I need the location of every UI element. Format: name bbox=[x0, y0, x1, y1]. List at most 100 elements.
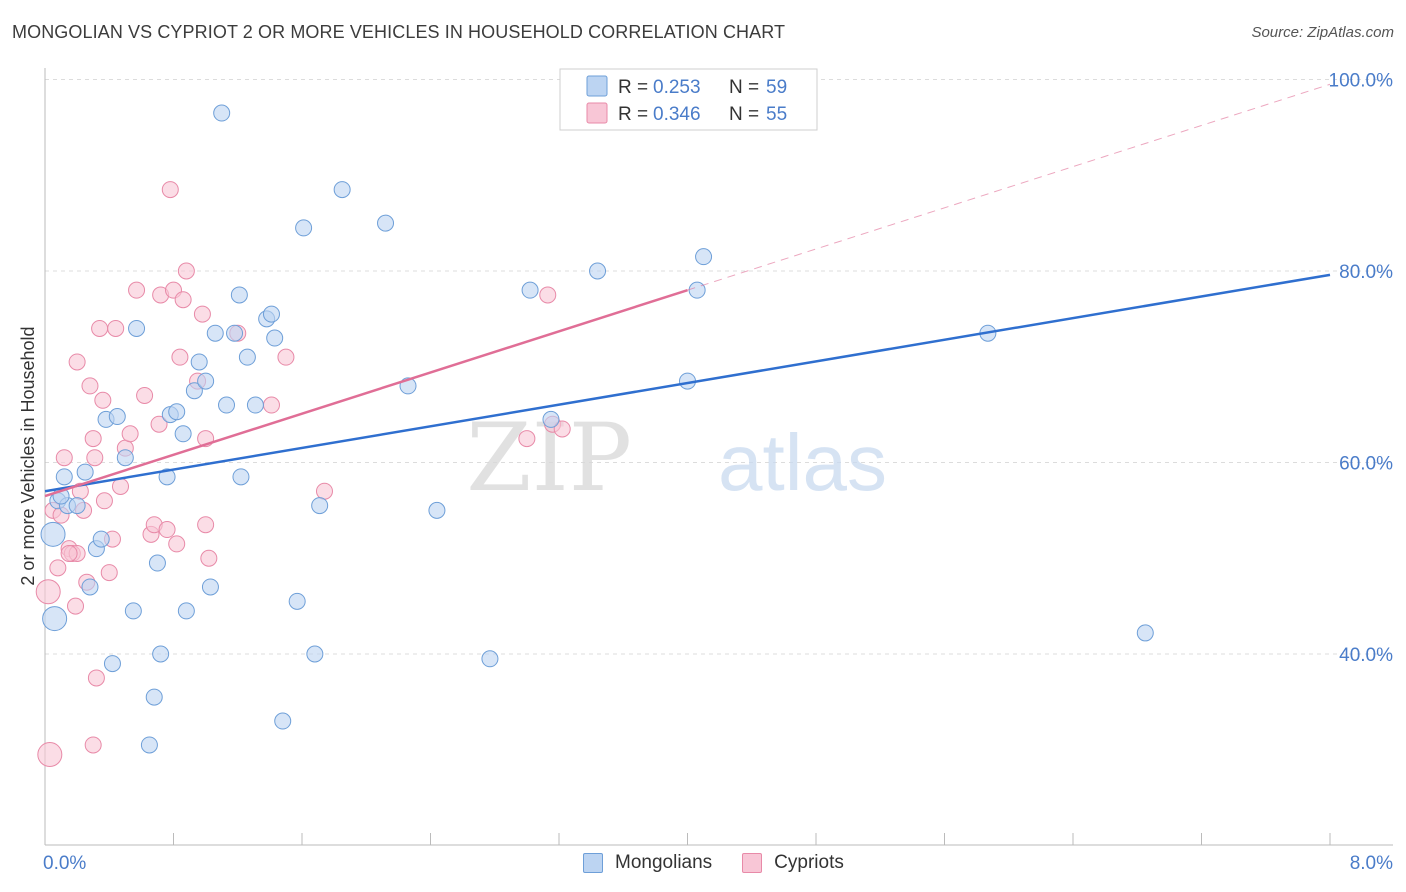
point-mongolians bbox=[174, 425, 192, 443]
legend-r-value: 0.253 bbox=[653, 77, 701, 98]
legend-r-label: R = bbox=[618, 77, 648, 98]
tick-labels: 40.0% 60.0% 80.0% 100.0% 0.0% 8.0% bbox=[43, 71, 1393, 875]
point-cypriots bbox=[94, 391, 112, 409]
point-mongolians bbox=[55, 468, 73, 486]
point-mongolians bbox=[103, 655, 121, 673]
point-mongolians bbox=[168, 403, 186, 421]
point-cypriots bbox=[111, 477, 129, 495]
chart-title: MONGOLIAN VS CYPRIOT 2 OR MORE VEHICLES … bbox=[12, 22, 786, 42]
point-cypriots bbox=[49, 559, 67, 577]
point-cypriots bbox=[37, 742, 63, 768]
point-mongolians bbox=[521, 281, 539, 299]
point-mongolians bbox=[695, 248, 713, 266]
point-mongolians bbox=[213, 104, 231, 122]
legend-swatch-mongolians bbox=[583, 853, 603, 873]
legend-label-cypriots: Cypriots bbox=[774, 852, 844, 873]
point-mongolians bbox=[128, 319, 146, 337]
point-mongolians bbox=[140, 736, 158, 754]
point-mongolians bbox=[76, 463, 94, 481]
point-mongolians bbox=[206, 324, 224, 342]
y-axis-label: 2 or more Vehicles in Household bbox=[18, 326, 38, 585]
point-cypriots bbox=[315, 482, 333, 500]
point-cypriots bbox=[91, 319, 109, 337]
point-mongolians bbox=[481, 650, 499, 668]
legend-n-label: N = bbox=[729, 104, 759, 125]
point-mongolians bbox=[428, 501, 446, 519]
point-mongolians bbox=[288, 592, 306, 610]
point-cypriots bbox=[81, 377, 99, 395]
point-mongolians bbox=[262, 305, 280, 323]
point-cypriots bbox=[171, 348, 189, 366]
point-cypriots bbox=[35, 579, 61, 605]
point-cypriots bbox=[87, 669, 105, 687]
point-cypriots bbox=[100, 564, 118, 582]
point-cypriots bbox=[193, 305, 211, 323]
point-cypriots bbox=[84, 736, 102, 754]
point-mongolians bbox=[333, 181, 351, 199]
y-tick-label: 60.0% bbox=[1339, 454, 1393, 475]
legend-n-value: 59 bbox=[766, 77, 787, 98]
point-mongolians bbox=[190, 353, 208, 371]
point-mongolians bbox=[226, 324, 244, 342]
point-mongolians bbox=[306, 645, 324, 663]
point-mongolians bbox=[238, 348, 256, 366]
point-mongolians bbox=[197, 372, 215, 390]
point-cypriots bbox=[168, 535, 186, 553]
bottom-legend: Mongolians Cypriots bbox=[583, 852, 874, 874]
point-cypriots bbox=[262, 396, 280, 414]
point-cypriots bbox=[128, 281, 146, 299]
point-mongolians bbox=[201, 578, 219, 596]
grid-lines bbox=[45, 79, 1390, 655]
legend-swatch-cypriots bbox=[742, 853, 763, 873]
point-cypriots bbox=[553, 420, 571, 438]
point-cypriots bbox=[136, 386, 154, 404]
legend-swatch-cypriots bbox=[586, 102, 608, 124]
y-tick-label: 80.0% bbox=[1339, 262, 1393, 283]
point-mongolians bbox=[158, 468, 176, 486]
point-mongolians bbox=[42, 606, 68, 632]
point-mongolians bbox=[589, 262, 607, 280]
watermark: ZIP atlas bbox=[466, 404, 887, 513]
trend-extension-cypriots bbox=[687, 83, 1331, 291]
point-cypriots bbox=[121, 425, 139, 443]
point-mongolians bbox=[81, 578, 99, 596]
watermark-atlas: atlas bbox=[718, 418, 887, 507]
point-mongolians bbox=[218, 396, 236, 414]
point-mongolians bbox=[152, 645, 170, 663]
point-mongolians bbox=[40, 521, 66, 547]
x-tick-label: 8.0% bbox=[1350, 853, 1393, 874]
point-cypriots bbox=[67, 597, 85, 615]
legend-item-mongolians: Mongolians bbox=[583, 852, 712, 874]
point-mongolians bbox=[68, 497, 86, 515]
point-cypriots bbox=[158, 521, 176, 539]
legend-item-cypriots: Cypriots bbox=[742, 852, 844, 874]
point-cypriots bbox=[84, 430, 102, 448]
axes bbox=[44, 68, 1393, 846]
data-points bbox=[35, 104, 1154, 768]
point-cypriots bbox=[539, 286, 557, 304]
point-cypriots bbox=[150, 415, 168, 433]
point-mongolians bbox=[295, 219, 313, 237]
point-mongolians bbox=[92, 530, 110, 548]
legend-r-label: R = bbox=[618, 104, 648, 125]
point-mongolians bbox=[145, 688, 163, 706]
point-mongolians bbox=[688, 281, 706, 299]
trend-lines bbox=[44, 83, 1331, 498]
trend-line-cypriots bbox=[44, 288, 688, 498]
point-cypriots bbox=[95, 492, 113, 510]
top-legend: R = 0.253 N = 59 R = 0.346 N = 55 bbox=[559, 68, 818, 131]
point-mongolians bbox=[232, 468, 250, 486]
point-cypriots bbox=[68, 353, 86, 371]
point-mongolians bbox=[148, 554, 166, 572]
point-mongolians bbox=[246, 396, 264, 414]
legend-swatch-mongolians bbox=[586, 75, 608, 97]
point-cypriots bbox=[86, 449, 104, 467]
point-mongolians bbox=[177, 602, 195, 620]
point-mongolians bbox=[311, 497, 329, 515]
point-mongolians bbox=[266, 329, 284, 347]
legend-n-value: 55 bbox=[766, 104, 787, 125]
x-tick-label: 0.0% bbox=[43, 853, 86, 874]
legend-label-mongolians: Mongolians bbox=[615, 852, 713, 873]
point-cypriots bbox=[518, 430, 536, 448]
